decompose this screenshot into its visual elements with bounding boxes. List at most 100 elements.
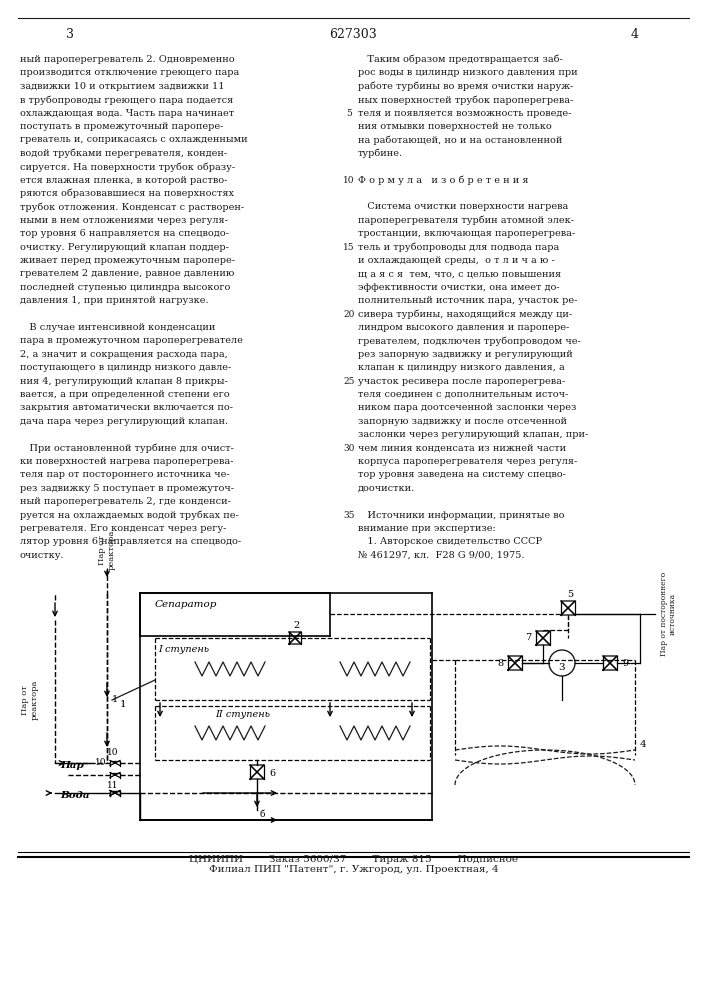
- Text: Филиал ПИП "Патент", г. Ужгород, ул. Проектная, 4: Филиал ПИП "Патент", г. Ужгород, ул. Про…: [209, 864, 498, 874]
- Text: 8: 8: [497, 658, 503, 668]
- Text: Пар от
реактора: Пар от реактора: [98, 530, 116, 570]
- Text: тор уровня заведена на систему спецво-: тор уровня заведена на систему спецво-: [358, 470, 566, 479]
- Text: заслонки через регулирующий клапан, при-: заслонки через регулирующий клапан, при-: [358, 430, 588, 439]
- Text: последней ступенью цилиндра высокого: последней ступенью цилиндра высокого: [20, 283, 230, 292]
- Text: № 461297, кл.  F28 G 9/00, 1975.: № 461297, кл. F28 G 9/00, 1975.: [358, 551, 525, 560]
- Text: В случае интенсивной конденсации: В случае интенсивной конденсации: [20, 323, 216, 332]
- Text: 30: 30: [344, 444, 355, 453]
- Text: корпуса пароперегревателя через регуля-: корпуса пароперегревателя через регуля-: [358, 457, 577, 466]
- Text: сируется. На поверхности трубок образу-: сируется. На поверхности трубок образу-: [20, 162, 235, 172]
- Text: ных поверхностей трубок пароперегрева-: ных поверхностей трубок пароперегрева-: [358, 95, 573, 105]
- Text: линдром высокого давления и паропере-: линдром высокого давления и паропере-: [358, 323, 569, 332]
- Text: и охлаждающей среды,  о т л и ч а ю -: и охлаждающей среды, о т л и ч а ю -: [358, 256, 555, 265]
- Text: тор уровня 6 направляется на спецводо-: тор уровня 6 направляется на спецводо-: [20, 229, 229, 238]
- Text: на работающей, но и на остановленной: на работающей, но и на остановленной: [358, 135, 562, 145]
- Text: турбине.: турбине.: [358, 149, 403, 158]
- Text: руется на охлаждаемых водой трубках пе-: руется на охлаждаемых водой трубках пе-: [20, 511, 239, 520]
- Text: Пар: Пар: [60, 761, 83, 770]
- Text: теля и появляется возможность проведе-: теля и появляется возможность проведе-: [358, 109, 571, 118]
- Text: теля пар от постороннего источника че-: теля пар от постороннего источника че-: [20, 470, 230, 479]
- Text: внимание при экспертизе:: внимание при экспертизе:: [358, 524, 496, 533]
- Text: б: б: [260, 810, 266, 819]
- Text: 25: 25: [344, 377, 355, 386]
- Text: ния 4, регулирующий клапан 8 прикры-: ния 4, регулирующий клапан 8 прикры-: [20, 377, 228, 386]
- Text: Система очистки поверхности нагрева: Система очистки поверхности нагрева: [358, 202, 568, 211]
- Text: греватель и, соприкасаясь с охлажденными: греватель и, соприкасаясь с охлажденными: [20, 135, 247, 144]
- Text: 10: 10: [344, 176, 355, 185]
- Text: участок ресивера после пароперегрева-: участок ресивера после пароперегрева-: [358, 377, 565, 386]
- Text: рез запорную задвижку и регулирующий: рез запорную задвижку и регулирующий: [358, 350, 573, 359]
- Text: 11: 11: [107, 781, 119, 790]
- Text: в трубопроводы греющего пара подается: в трубопроводы греющего пара подается: [20, 95, 233, 105]
- Text: 1. Авторское свидетельство СССР: 1. Авторское свидетельство СССР: [358, 537, 542, 546]
- Text: Ф о р м у л а   и з о б р е т е н и я: Ф о р м у л а и з о б р е т е н и я: [358, 176, 529, 185]
- Text: живает перед промежуточным паропере-: живает перед промежуточным паропере-: [20, 256, 235, 265]
- Text: тель и трубопроводы для подвода пара: тель и трубопроводы для подвода пара: [358, 243, 559, 252]
- Text: вается, а при определенной степени его: вается, а при определенной степени его: [20, 390, 230, 399]
- Text: 35: 35: [344, 511, 355, 520]
- Text: ЦНИИПИ        Заказ 5600/37        Тираж 815        Подписное: ЦНИИПИ Заказ 5600/37 Тираж 815 Подписное: [189, 856, 518, 864]
- Text: водой трубками перегревателя, конден-: водой трубками перегревателя, конден-: [20, 149, 227, 158]
- Text: 3: 3: [559, 662, 566, 672]
- Text: клапан к цилиндру низкого давления, а: клапан к цилиндру низкого давления, а: [358, 363, 565, 372]
- Text: поступающего в цилиндр низкого давле-: поступающего в цилиндр низкого давле-: [20, 363, 231, 372]
- Text: ки поверхностей нагрева пароперегрева-: ки поверхностей нагрева пароперегрева-: [20, 457, 233, 466]
- Text: рос воды в цилиндр низкого давления при: рос воды в цилиндр низкого давления при: [358, 68, 578, 77]
- Text: 6: 6: [269, 770, 275, 778]
- Text: 1: 1: [120, 700, 127, 709]
- Text: поступать в промежуточный паропере-: поступать в промежуточный паропере-: [20, 122, 223, 131]
- Text: теля соединен с дополнительным источ-: теля соединен с дополнительным источ-: [358, 390, 568, 399]
- Text: 9: 9: [622, 658, 628, 668]
- Text: пароперегревателя турбин атомной элек-: пароперегревателя турбин атомной элек-: [358, 216, 574, 225]
- Text: работе турбины во время очистки наруж-: работе турбины во время очистки наруж-: [358, 82, 573, 91]
- Text: гревателем, подключен трубопроводом че-: гревателем, подключен трубопроводом че-: [358, 336, 580, 346]
- Text: 10: 10: [107, 748, 119, 757]
- Text: ный пароперегреватель 2, где конденси-: ный пароперегреватель 2, где конденси-: [20, 497, 231, 506]
- Text: давления 1, при принятой нагрузке.: давления 1, при принятой нагрузке.: [20, 296, 209, 305]
- Text: 1: 1: [112, 695, 118, 704]
- Text: трубок отложения. Конденсат с раствoрен-: трубок отложения. Конденсат с раствoрен-: [20, 202, 244, 212]
- Text: охлаждающая вода. Часть пара начинает: охлаждающая вода. Часть пара начинает: [20, 109, 234, 118]
- Text: 627303: 627303: [329, 28, 378, 41]
- Text: очистку.: очистку.: [20, 551, 64, 560]
- Text: При остановленной турбине для очист-: При остановленной турбине для очист-: [20, 444, 234, 453]
- Text: 5: 5: [567, 590, 573, 599]
- Text: очистку. Регулирующий клапан поддер-: очистку. Регулирующий клапан поддер-: [20, 243, 229, 252]
- Text: ными в нем отложениями через регуля-: ными в нем отложениями через регуля-: [20, 216, 228, 225]
- Text: 2: 2: [294, 621, 300, 630]
- Text: закрытия автоматически включается по-: закрытия автоматически включается по-: [20, 403, 233, 412]
- Text: 5: 5: [346, 109, 352, 118]
- Text: щ а я с я  тем, что, с целью повышения: щ а я с я тем, что, с целью повышения: [358, 269, 561, 278]
- Text: производится отключение греющего пара: производится отключение греющего пара: [20, 68, 239, 77]
- Text: ряются образовавшиеся на поверхностях: ряются образовавшиеся на поверхностях: [20, 189, 234, 198]
- Text: Сепаратор: Сепаратор: [155, 600, 217, 609]
- Text: рез задвижку 5 поступает в промежуточ-: рез задвижку 5 поступает в промежуточ-: [20, 484, 234, 493]
- Text: пара в промежуточном пароперегревателе: пара в промежуточном пароперегревателе: [20, 336, 243, 345]
- Text: 4: 4: [640, 740, 647, 749]
- Text: запорную задвижку и после отсеченной: запорную задвижку и после отсеченной: [358, 417, 567, 426]
- Text: сивера турбины, находящийся между ци-: сивера турбины, находящийся между ци-: [358, 310, 572, 319]
- Text: 7: 7: [525, 634, 531, 643]
- Text: Таким образом предотвращается заб-: Таким образом предотвращается заб-: [358, 55, 563, 64]
- Text: Вода: Вода: [60, 791, 90, 800]
- Text: Пар от
реактора: Пар от реактора: [21, 680, 39, 720]
- Text: II ступень: II ступень: [215, 710, 270, 719]
- Text: полнительный источник пара, участок ре-: полнительный источник пара, участок ре-: [358, 296, 578, 305]
- Text: регревателя. Его конденсат через регу-: регревателя. Его конденсат через регу-: [20, 524, 226, 533]
- Text: ния отмывки поверхностей не только: ния отмывки поверхностей не только: [358, 122, 551, 131]
- Text: ный пароперегреватель 2. Одновременно: ный пароперегреватель 2. Одновременно: [20, 55, 235, 64]
- Text: ется влажная пленка, в которой раство-: ется влажная пленка, в которой раство-: [20, 176, 228, 185]
- Text: чем линия конденсата из нижней части: чем линия конденсата из нижней части: [358, 444, 566, 453]
- Text: задвижки 10 и открытием задвижки 11: задвижки 10 и открытием задвижки 11: [20, 82, 225, 91]
- Text: ником пара доотсеченной заслонки через: ником пара доотсеченной заслонки через: [358, 403, 576, 412]
- Text: гревателем 2 давление, равное давлению: гревателем 2 давление, равное давлению: [20, 269, 235, 278]
- Text: 2, а значит и сокращения расхода пара,: 2, а значит и сокращения расхода пара,: [20, 350, 228, 359]
- Text: I ступень: I ступень: [158, 645, 209, 654]
- Text: 4: 4: [631, 28, 639, 41]
- Text: 10: 10: [95, 758, 107, 767]
- Text: доочистки.: доочистки.: [358, 484, 415, 493]
- Text: тростанции, включающая пароперегрева-: тростанции, включающая пароперегрева-: [358, 229, 575, 238]
- Text: 3: 3: [66, 28, 74, 41]
- Text: Источники информации, принятые во: Источники информации, принятые во: [358, 511, 564, 520]
- Text: дача пара через регулирующий клапан.: дача пара через регулирующий клапан.: [20, 417, 228, 426]
